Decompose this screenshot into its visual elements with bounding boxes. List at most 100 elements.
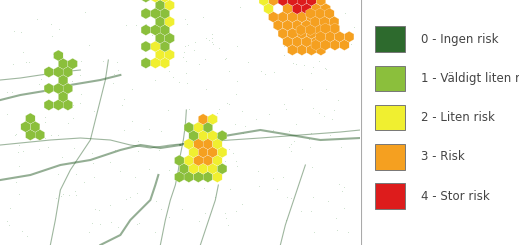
Polygon shape (141, 0, 151, 2)
Point (321, 66, 329, 70)
Point (257, 69, 265, 73)
Polygon shape (306, 24, 315, 36)
Polygon shape (179, 163, 189, 174)
Point (279, 175, 287, 179)
Point (114, 69, 122, 73)
Point (88, 220, 97, 224)
Point (300, 63, 308, 67)
Point (328, 117, 336, 121)
Point (309, 65, 317, 69)
Point (55, 27, 63, 31)
Polygon shape (278, 12, 288, 23)
Polygon shape (302, 20, 311, 31)
Point (142, 22, 151, 26)
Point (184, 107, 193, 111)
Point (225, 102, 233, 106)
Point (330, 108, 338, 112)
Point (334, 98, 343, 102)
Polygon shape (165, 49, 174, 60)
Point (88, 151, 96, 155)
Point (40, 136, 49, 140)
Point (46, 133, 54, 137)
Point (85, 43, 93, 47)
Point (272, 187, 281, 191)
Polygon shape (345, 31, 354, 42)
Point (157, 129, 165, 133)
Point (229, 151, 237, 155)
Point (342, 11, 350, 15)
Point (57, 194, 65, 198)
Polygon shape (302, 3, 311, 14)
Point (182, 59, 190, 63)
Point (179, 55, 187, 59)
Polygon shape (217, 130, 227, 141)
Point (350, 25, 358, 29)
Polygon shape (184, 138, 194, 149)
Point (222, 101, 230, 105)
Point (283, 18, 292, 22)
Point (182, 71, 190, 75)
Point (48, 34, 56, 38)
Point (307, 209, 315, 213)
Point (69, 103, 77, 107)
Polygon shape (189, 163, 198, 174)
Point (180, 50, 188, 54)
Point (22, 60, 30, 63)
Point (122, 23, 131, 27)
Point (134, 221, 143, 225)
Polygon shape (58, 91, 68, 102)
Point (295, 15, 304, 19)
Polygon shape (217, 163, 227, 174)
Point (175, 80, 183, 84)
Polygon shape (165, 16, 174, 27)
Point (6, 206, 15, 210)
Polygon shape (330, 39, 339, 50)
Point (106, 160, 115, 164)
Polygon shape (316, 45, 326, 56)
Polygon shape (160, 24, 170, 36)
Point (193, 131, 201, 135)
Point (80, 180, 88, 184)
Polygon shape (208, 147, 217, 158)
Polygon shape (194, 122, 203, 133)
Point (303, 39, 311, 43)
Polygon shape (25, 113, 35, 124)
Point (155, 148, 163, 152)
Text: 2 - Liten risk: 2 - Liten risk (421, 111, 495, 124)
Point (15, 143, 23, 147)
Point (165, 69, 173, 73)
Polygon shape (203, 138, 213, 149)
Point (181, 17, 189, 21)
Polygon shape (165, 33, 174, 44)
Point (15, 164, 23, 168)
Point (157, 207, 165, 211)
Point (340, 206, 348, 209)
Point (161, 30, 169, 34)
Point (254, 169, 262, 173)
Point (68, 79, 76, 83)
Point (238, 202, 247, 206)
Polygon shape (292, 3, 302, 14)
Polygon shape (217, 147, 227, 158)
Point (76, 73, 84, 77)
Polygon shape (296, 24, 306, 36)
Point (19, 50, 28, 54)
Polygon shape (213, 138, 222, 149)
Polygon shape (321, 36, 331, 47)
Point (141, 49, 149, 53)
Point (297, 209, 305, 213)
Point (131, 23, 140, 27)
Point (202, 164, 210, 168)
Point (231, 122, 240, 126)
Polygon shape (274, 20, 283, 31)
Polygon shape (311, 20, 321, 31)
Point (313, 3, 322, 7)
Point (305, 137, 313, 141)
Point (134, 139, 142, 143)
Point (238, 109, 246, 113)
Point (15, 192, 23, 196)
Point (12, 132, 20, 135)
Polygon shape (307, 28, 316, 39)
Point (200, 57, 209, 61)
FancyBboxPatch shape (375, 66, 405, 91)
